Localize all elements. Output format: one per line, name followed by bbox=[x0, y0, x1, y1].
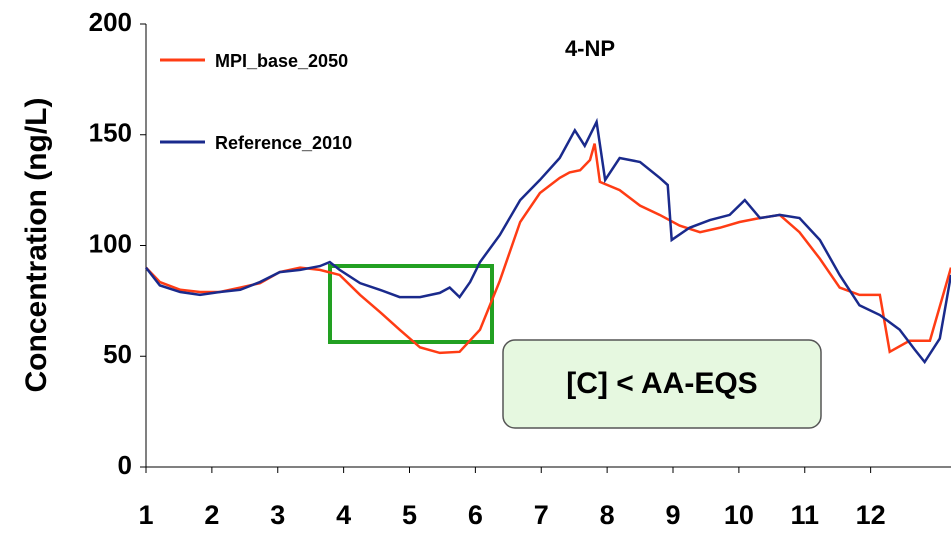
x-tick-label: 12 bbox=[856, 500, 886, 530]
y-tick-label: 100 bbox=[89, 228, 132, 258]
x-tick-label: 1 bbox=[138, 500, 153, 530]
annotation-box bbox=[502, 339, 822, 429]
x-tick-label: 7 bbox=[534, 500, 549, 530]
x-tick-label: 6 bbox=[468, 500, 483, 530]
y-tick-label: 0 bbox=[118, 450, 132, 480]
annotation: [C] < AA-EQS bbox=[566, 367, 757, 400]
x-tick-label: 3 bbox=[270, 500, 285, 530]
data-line bbox=[145, 143, 951, 355]
x-tick-label: 11 bbox=[790, 500, 819, 530]
y-tick-label: 200 bbox=[89, 7, 132, 37]
y-tick-label: 50 bbox=[103, 339, 132, 369]
data-line bbox=[145, 117, 951, 365]
x-tick-label: 9 bbox=[665, 500, 680, 530]
chart-title: 4-NP bbox=[565, 36, 615, 61]
x-tick-label: 8 bbox=[600, 500, 615, 530]
x-tick-label: 4 bbox=[336, 500, 351, 530]
highlight-box bbox=[328, 264, 494, 344]
y-axis-label: Concentration (ng/L) bbox=[20, 98, 53, 393]
legend-label: MPI_base_2050 bbox=[215, 51, 348, 71]
x-tick-label: 10 bbox=[724, 500, 754, 530]
x-tick-label: 2 bbox=[204, 500, 219, 530]
x-tick-label: 5 bbox=[402, 500, 417, 530]
legend-label: Reference_2010 bbox=[215, 133, 352, 153]
y-tick-label: 150 bbox=[89, 118, 132, 148]
